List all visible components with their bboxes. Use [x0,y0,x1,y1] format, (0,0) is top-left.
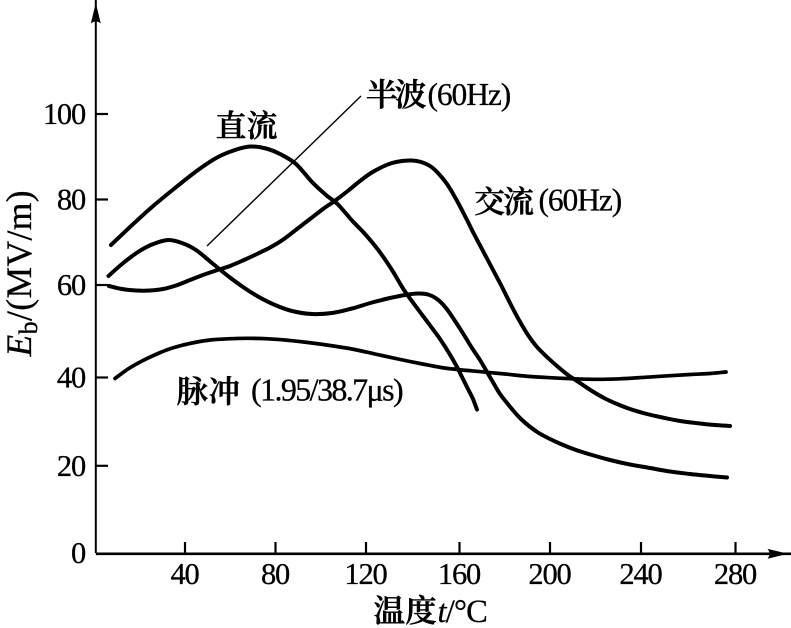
svg-text:Eb/(MV/m): Eb/(MV/m) [0,190,43,358]
svg-text:160: 160 [438,557,481,591]
svg-text:280: 280 [714,557,757,591]
svg-text:(1.95/38.7μs): (1.95/38.7μs) [251,372,403,408]
svg-text:100: 100 [43,97,86,131]
svg-text:(60Hz): (60Hz) [539,183,622,218]
svg-text:60: 60 [57,268,86,302]
svg-text:t/°C: t/°C [438,594,488,628]
svg-text:120: 120 [344,557,387,591]
svg-text:80: 80 [261,557,290,591]
svg-text:(60Hz): (60Hz) [428,77,511,112]
svg-text:80: 80 [57,183,86,217]
svg-text:0: 0 [71,536,86,570]
svg-text:240: 240 [619,557,662,591]
svg-text:40: 40 [57,361,86,395]
svg-text:20: 20 [57,449,86,483]
svg-text:200: 200 [528,557,571,591]
svg-text:40: 40 [170,557,199,591]
